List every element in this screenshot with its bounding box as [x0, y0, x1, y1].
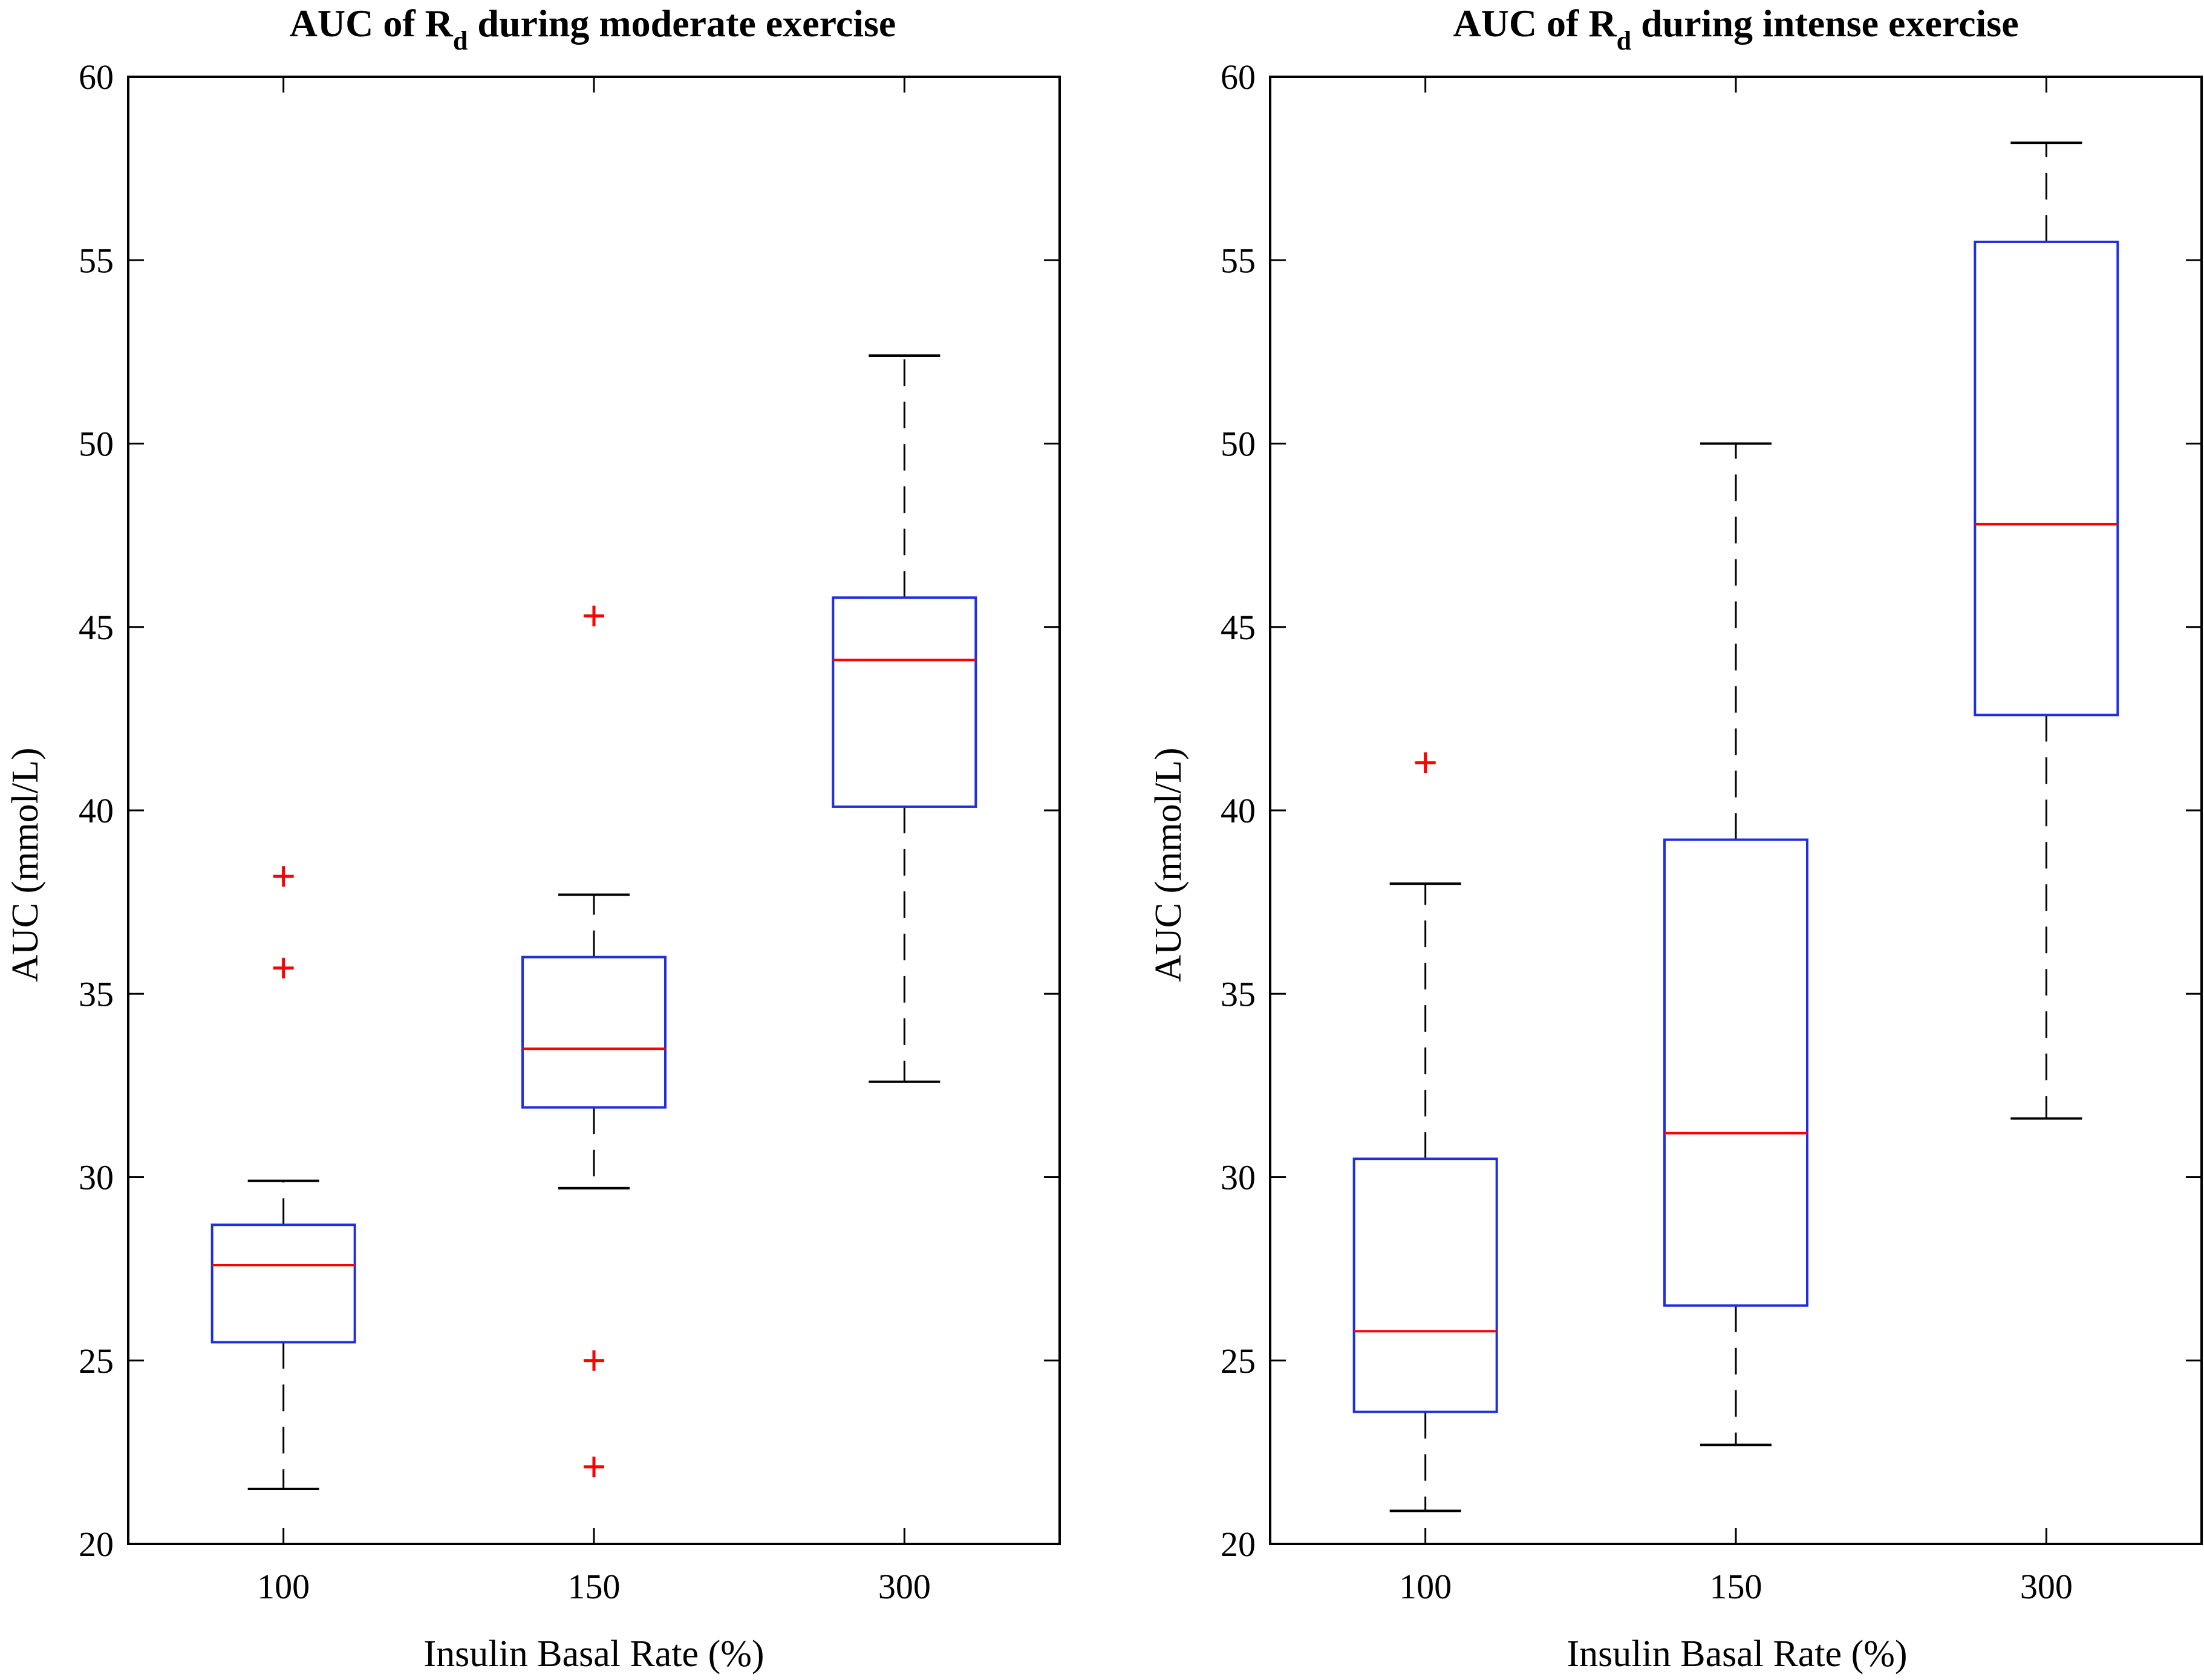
- x-axis-label-intense: Insulin Basal Rate (%): [1567, 1633, 1907, 1675]
- x-tick-label: 150: [568, 1567, 621, 1606]
- y-tick-label: 30: [1221, 1158, 1256, 1197]
- outlier-marker: [273, 957, 294, 978]
- x-tick-label: 100: [257, 1567, 310, 1606]
- chart-title-moderate: AUC of Rd during moderate exercise: [290, 2, 896, 56]
- y-axis-label-intense: AUC (mmol/L): [1148, 747, 1189, 982]
- y-tick-label: 50: [79, 425, 114, 464]
- y-tick-label: 55: [1221, 241, 1256, 280]
- panel-intense: AUC of Rd during intense exercise AUC (m…: [1148, 2, 2203, 1675]
- x-axis-label-moderate: Insulin Basal Rate (%): [423, 1633, 764, 1675]
- y-tick-label: 25: [79, 1341, 114, 1381]
- box-iqr: [1663, 838, 1808, 1307]
- y-tick-label: 45: [1221, 608, 1256, 647]
- panel-moderate: AUC of Rd during moderate exercise AUC (…: [5, 2, 1061, 1675]
- plot-area-frame-intense: [1269, 76, 2203, 1545]
- outlier-marker: [273, 866, 294, 887]
- y-tick-label: 35: [79, 974, 114, 1014]
- chart-title-intense: AUC of Rd during intense exercise: [1453, 2, 2018, 56]
- box-iqr: [1974, 240, 2119, 717]
- axis-ticks-moderate: 20 25 30 35 40 45 50 55 60 100 150 300: [79, 57, 1060, 1606]
- plot-area-frame-moderate: [127, 76, 1061, 1545]
- y-tick-label: 40: [79, 791, 114, 830]
- y-tick-label: 50: [1221, 425, 1256, 464]
- box-iqr: [1352, 1157, 1498, 1413]
- y-tick-label: 60: [79, 57, 114, 97]
- box-iqr: [210, 1223, 356, 1344]
- y-axis-label-moderate: AUC (mmol/L): [5, 747, 46, 982]
- x-tick-label: 300: [878, 1567, 931, 1606]
- y-tick-label: 40: [1221, 791, 1256, 830]
- y-tick-label: 45: [79, 608, 114, 647]
- y-tick-label: 55: [79, 241, 114, 280]
- boxplot-marks-intense: [1352, 142, 2119, 1512]
- outlier-marker: [1415, 752, 1436, 773]
- y-tick-label: 20: [1221, 1525, 1256, 1564]
- axis-ticks-intense: 20 25 30 35 40 45 50 55 60 100 150 300: [1221, 57, 2202, 1606]
- x-tick-label: 150: [1710, 1567, 1762, 1606]
- outlier-marker: [584, 1456, 604, 1477]
- outlier-marker: [584, 605, 604, 627]
- boxplot-marks-moderate: [210, 354, 977, 1491]
- y-tick-label: 35: [1221, 974, 1256, 1014]
- x-tick-label: 300: [2020, 1567, 2073, 1606]
- box-iqr: [832, 596, 977, 808]
- y-tick-label: 25: [1221, 1341, 1256, 1381]
- y-tick-label: 20: [79, 1525, 114, 1564]
- y-tick-label: 60: [1221, 57, 1256, 97]
- box-iqr: [521, 956, 667, 1109]
- x-tick-label: 100: [1399, 1567, 1452, 1606]
- y-tick-label: 30: [79, 1158, 114, 1197]
- outlier-marker: [584, 1350, 604, 1371]
